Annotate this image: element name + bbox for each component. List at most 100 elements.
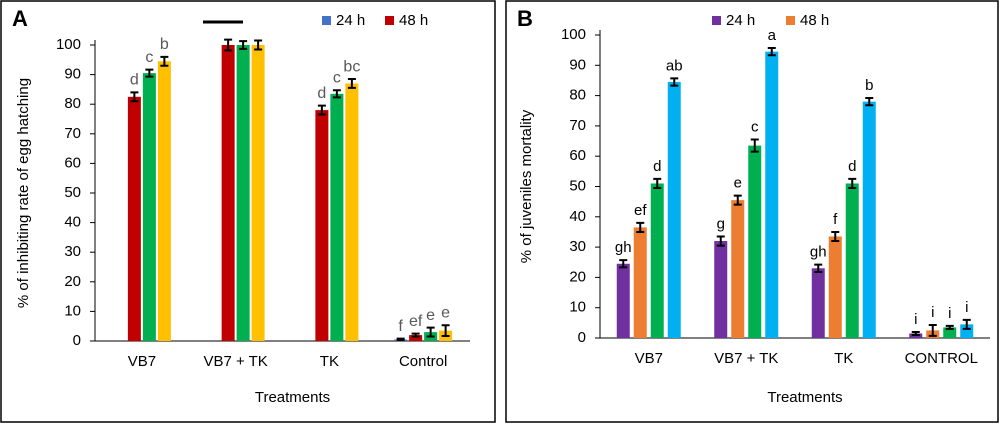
error-bar (619, 259, 628, 269)
legend-swatch (712, 16, 721, 25)
y-tick-label: 30 (64, 243, 81, 260)
significance-letter: e (441, 305, 450, 322)
y-tick-label: 70 (569, 117, 586, 134)
error-bar (224, 38, 233, 52)
bar (221, 45, 235, 341)
y-tick-label: 50 (569, 177, 586, 194)
significance-letter: e (734, 175, 742, 192)
y-tick-label: 20 (569, 268, 586, 285)
error-bar (962, 318, 971, 330)
y-tick-label: 50 (64, 184, 81, 201)
bar (748, 145, 762, 338)
significance-letter: d (130, 72, 139, 89)
error-bar (317, 104, 326, 116)
x-tick-label: VB7 + TK (203, 353, 267, 370)
y-tick-label: 100 (56, 36, 81, 53)
error-bar (347, 78, 356, 89)
significance-letter: b (865, 77, 873, 94)
bar (157, 61, 171, 341)
significance-letter: c (751, 119, 759, 136)
significance-letter: ef (634, 202, 647, 219)
bar (127, 96, 141, 341)
y-tick-label: 90 (569, 56, 586, 73)
y-tick-label: 70 (64, 125, 81, 142)
error-bar (767, 47, 776, 57)
error-bar (750, 138, 759, 153)
y-axis-title: % of juveniles mortality (518, 109, 535, 263)
y-tick-label: 30 (569, 238, 586, 255)
bar (845, 183, 859, 338)
y-tick-label: 100 (561, 26, 586, 43)
legend-swatch (786, 16, 795, 25)
error-bar (733, 194, 742, 206)
significance-letter: d (653, 158, 661, 175)
error-bar (426, 326, 435, 338)
x-axis-title: Treatments (767, 389, 842, 406)
legend-swatch (322, 16, 331, 25)
significance-letter: c (145, 49, 153, 66)
bar (650, 183, 664, 338)
significance-letter: e (426, 307, 435, 324)
bar (714, 241, 728, 338)
error-bar (411, 332, 420, 338)
legend-label: 24 h (336, 12, 365, 29)
x-tick-label: VB7 (635, 350, 663, 367)
bar (960, 324, 974, 338)
significance-letter: d (848, 158, 856, 175)
x-axis-title: Treatments (255, 389, 330, 406)
y-tick-label: 60 (64, 154, 81, 171)
error-bar (945, 324, 954, 330)
bar (236, 45, 250, 341)
y-tick-label: 60 (569, 147, 586, 164)
bar (828, 236, 842, 338)
x-tick-label: CONTROL (905, 350, 978, 367)
significance-letter: gh (615, 239, 632, 256)
y-tick-label: 10 (569, 299, 586, 316)
error-bar (239, 40, 248, 50)
x-tick-label: VB7 + TK (714, 350, 778, 367)
error-bar (653, 177, 662, 190)
y-tick-label: 80 (64, 95, 81, 112)
significance-letter: f (833, 211, 838, 228)
error-bar (145, 68, 154, 78)
legend-label: 24 h (726, 12, 755, 29)
significance-letter: f (398, 318, 403, 335)
error-bar (848, 177, 857, 190)
significance-letter: ab (666, 57, 683, 74)
x-tick-label: Control (399, 353, 447, 370)
x-tick-label: VB7 (128, 353, 156, 370)
error-bar (814, 263, 823, 273)
significance-letter: ef (409, 313, 423, 330)
panel-label: A (12, 6, 28, 31)
y-tick-label: 90 (64, 66, 81, 83)
y-tick-label: 80 (569, 87, 586, 104)
error-bar (831, 230, 840, 243)
panel-label: B (517, 6, 533, 31)
bar (616, 263, 630, 338)
bar (943, 327, 957, 338)
y-axis-title: % of inhibiting rate of egg hatching (15, 78, 32, 308)
error-bar (928, 323, 937, 337)
bar (667, 81, 681, 338)
error-bar (670, 77, 679, 87)
bar (731, 200, 745, 338)
bar (765, 51, 779, 338)
bar (811, 268, 825, 338)
error-bar (130, 91, 139, 103)
significance-letter: a (768, 27, 777, 44)
bar (345, 83, 359, 341)
error-bar (716, 235, 725, 247)
legend-swatch (385, 16, 394, 25)
y-tick-label: 0 (578, 329, 586, 346)
bar (315, 110, 329, 342)
bar (330, 93, 344, 341)
error-bar (332, 89, 341, 99)
significance-letter: g (717, 215, 725, 232)
y-tick-label: 40 (569, 208, 586, 225)
significance-letter: i (948, 305, 951, 322)
bar (633, 227, 647, 338)
significance-letter: bc (343, 58, 360, 75)
significance-letter: b (160, 36, 169, 53)
panel-frame (0, 0, 496, 423)
